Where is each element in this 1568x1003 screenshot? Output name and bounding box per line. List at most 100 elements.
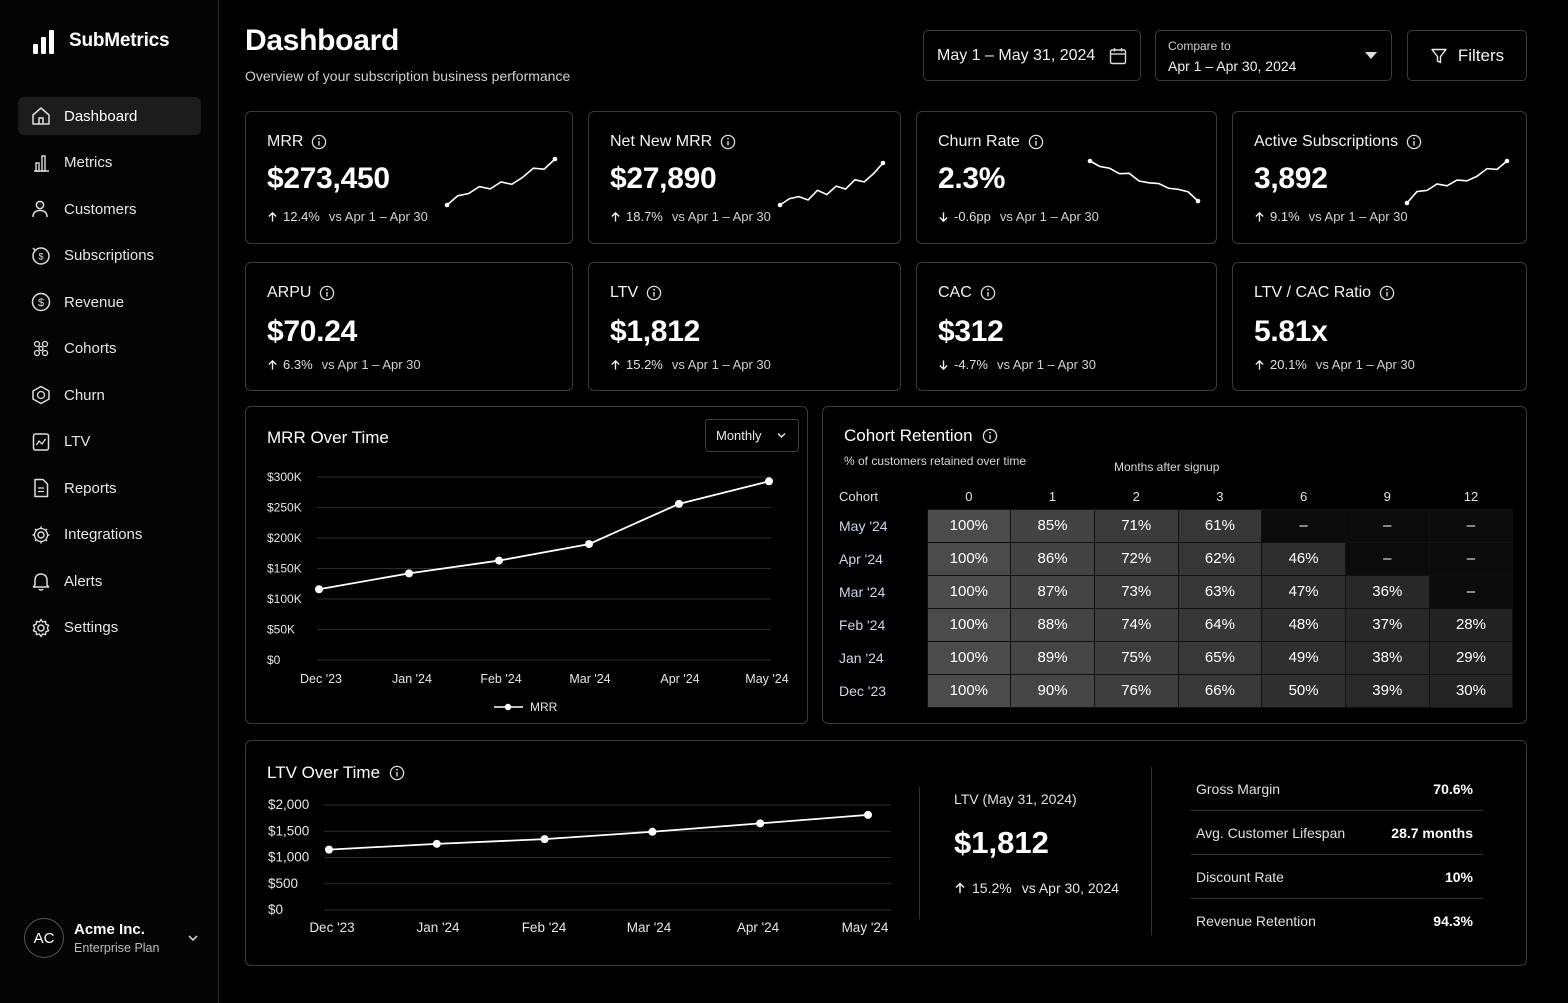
retention-cell: 62% — [1177, 541, 1263, 576]
kpi-title: Active Subscriptions — [1254, 133, 1399, 150]
compare-value: Apr 1 – Apr 30, 2024 — [1168, 58, 1297, 74]
retention-cell: 100% — [926, 541, 1012, 576]
data-point — [405, 569, 413, 578]
kpi-delta-value: 9.1% — [1270, 209, 1300, 224]
retention-cell: 30% — [1428, 673, 1514, 708]
kpi-card-active-subscriptions[interactable]: Active Subscriptions 3,892 9.1% vs Apr 1… — [1232, 111, 1527, 244]
cohort-title: Cohort Retention — [844, 426, 973, 445]
sparkline-path — [1089, 160, 1199, 202]
sidebar-item-alerts[interactable]: Alerts — [18, 562, 201, 600]
sidebar-item-cohorts[interactable]: Cohorts — [18, 330, 201, 368]
kpi-compare: vs Apr 1 – Apr 30 — [671, 209, 771, 224]
sidebar-item-subscriptions[interactable]: $ Subscriptions — [18, 237, 201, 275]
kpi-title-wrap: Churn Rate — [938, 133, 1044, 151]
sidebar-item-metrics[interactable]: Metrics — [18, 144, 201, 182]
kpi-delta: 6.3% vs Apr 1 – Apr 30 — [267, 357, 421, 372]
kpi-title-wrap: Net New MRR — [610, 133, 736, 151]
cohort-column-header: Cohort — [839, 489, 879, 504]
sidebar-item-dashboard[interactable]: Dashboard — [18, 97, 201, 135]
sparkline-endpoint — [1195, 198, 1201, 204]
retention-cell: 71% — [1093, 508, 1179, 543]
retention-cell: 64% — [1177, 607, 1263, 642]
data-point — [675, 499, 683, 508]
sidebar-item-label: Metrics — [64, 154, 113, 171]
sidebar-item-integrations[interactable]: Integrations — [18, 516, 201, 554]
cohort-label: Feb '24 — [839, 616, 886, 633]
gear-icon — [32, 618, 50, 637]
calendar-icon — [1109, 47, 1127, 64]
kpi-card-ltv-cac-ratio[interactable]: LTV / CAC Ratio 5.81x 20.1% vs Apr 1 – A… — [1232, 262, 1527, 391]
cohort-row: Feb '24 100% 88% 74% 64% 48% 37% 28% — [837, 607, 1514, 642]
cohort-label: Dec '23 — [839, 682, 887, 699]
kpi-value: $273,450 — [267, 162, 390, 195]
kpi-title: Net New MRR — [610, 133, 713, 150]
cohort-row: May '24 100% 85% 71% 61% – – – — [837, 508, 1514, 543]
ltv-icon — [32, 432, 50, 451]
kpi-card-arpu[interactable]: ARPU $70.24 6.3% vs Apr 1 – Apr 30 — [245, 262, 573, 391]
kpi-title-wrap: CAC — [938, 284, 996, 302]
kpi-card-cac[interactable]: CAC $312 -4.7% vs Apr 1 – Apr 30 — [916, 262, 1217, 391]
sparkline-path — [779, 162, 884, 206]
kpi-delta: -4.7% vs Apr 1 – Apr 30 — [938, 357, 1096, 372]
date-range-picker[interactable]: May 1 – May 31, 2024 — [923, 30, 1141, 81]
retention-cell: 46% — [1261, 541, 1346, 576]
data-point — [325, 845, 333, 854]
sidebar-item-label: Settings — [64, 619, 119, 636]
x-tick-label: Dec '23 — [300, 672, 342, 686]
info-icon[interactable] — [389, 765, 405, 781]
month-column-header: 6 — [1299, 488, 1308, 504]
ltv-chart-title: LTV Over Time — [267, 763, 381, 782]
compare-period-select[interactable]: Compare to Apr 1 – Apr 30, 2024 — [1155, 30, 1392, 81]
info-icon[interactable] — [646, 285, 662, 301]
kpi-card-churn-rate[interactable]: Churn Rate 2.3% -0.6pp vs Apr 1 – Apr 30 — [916, 111, 1217, 244]
info-icon[interactable] — [980, 285, 996, 301]
month-column-header: 0 — [965, 488, 973, 504]
data-point — [765, 477, 773, 486]
kpi-compare: vs Apr 1 – Apr 30 — [1315, 357, 1415, 372]
info-icon[interactable] — [982, 428, 998, 444]
kpi-card-mrr[interactable]: MRR $273,450 12.4% vs Apr 1 – Apr 30 — [245, 111, 573, 244]
users-icon — [32, 200, 48, 218]
kpi-title-wrap: Active Subscriptions — [1254, 133, 1422, 151]
date-range-value: May 1 – May 31, 2024 — [937, 46, 1096, 64]
chevron-down-icon — [777, 432, 786, 439]
data-point — [756, 819, 765, 828]
x-tick-label: Apr '24 — [660, 672, 699, 686]
period-select-value: Monthly — [716, 428, 762, 443]
sidebar-item-customers[interactable]: Customers — [18, 190, 201, 228]
info-icon[interactable] — [720, 134, 736, 150]
sidebar-item-churn[interactable]: Churn — [18, 376, 201, 414]
app-logo[interactable]: SubMetrics — [33, 28, 170, 54]
retention-cell: 72% — [1093, 541, 1179, 576]
retention-cell: 100% — [926, 607, 1012, 642]
retention-cell: – — [1428, 508, 1514, 543]
info-icon[interactable] — [311, 134, 327, 150]
metric-value: 28.7 months — [1391, 824, 1473, 841]
info-icon[interactable] — [1406, 134, 1422, 150]
retention-cell: 48% — [1261, 607, 1346, 642]
account-switcher[interactable]: AC Acme Inc. Enterprise Plan — [24, 918, 200, 958]
filters-button[interactable]: Filters — [1407, 30, 1527, 81]
info-icon[interactable] — [1028, 134, 1044, 150]
kpi-delta: 9.1% vs Apr 1 – Apr 30 — [1254, 209, 1408, 224]
y-tick-label: $250K — [267, 501, 302, 515]
info-icon[interactable] — [319, 285, 335, 301]
sidebar-item-revenue[interactable]: $ Revenue — [18, 283, 201, 321]
retention-cell: 100% — [926, 574, 1012, 609]
kpi-card-ltv[interactable]: LTV $1,812 15.2% vs Apr 1 – Apr 30 — [588, 262, 901, 391]
kpi-card-net-new-mrr[interactable]: Net New MRR $27,890 18.7% vs Apr 1 – Apr… — [588, 111, 901, 244]
kpi-value: $70.24 — [267, 315, 357, 348]
retention-cell: 61% — [1177, 508, 1263, 543]
metric-label: Avg. Customer Lifespan — [1196, 824, 1346, 841]
kpi-title: MRR — [267, 133, 304, 150]
sidebar-item-ltv[interactable]: LTV — [18, 423, 201, 461]
sidebar-item-reports[interactable]: Reports — [18, 469, 201, 507]
info-icon[interactable] — [1379, 285, 1395, 301]
period-select[interactable]: Monthly — [705, 419, 799, 452]
sidebar-item-settings[interactable]: Settings — [18, 609, 201, 647]
avatar: AC — [24, 918, 64, 958]
kpi-delta-value: 15.2% — [626, 357, 663, 372]
logo-bars-icon — [33, 28, 59, 54]
retention-cell: 49% — [1261, 640, 1346, 675]
mrr-chart-title: MRR Over Time — [267, 428, 389, 447]
